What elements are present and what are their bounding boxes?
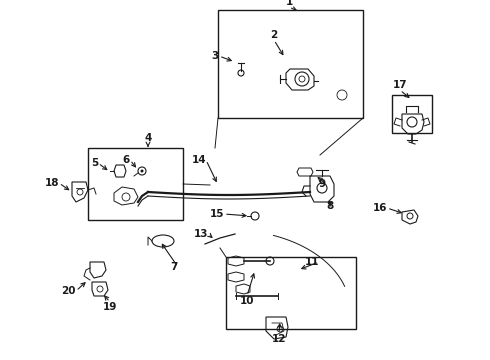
Text: 17: 17: [392, 80, 407, 90]
Circle shape: [141, 170, 144, 172]
Text: 15: 15: [210, 209, 224, 219]
Text: 3: 3: [212, 51, 219, 61]
Text: 13: 13: [194, 229, 208, 239]
Text: 4: 4: [145, 133, 152, 143]
Bar: [392, 95, 432, 133]
Bar: [88, 148, 183, 220]
Text: 10: 10: [240, 296, 254, 306]
Text: 18: 18: [45, 178, 59, 188]
Bar: [226, 257, 356, 329]
Text: 14: 14: [192, 155, 206, 165]
Text: 12: 12: [272, 334, 286, 344]
Text: 20: 20: [62, 286, 76, 296]
Text: 9: 9: [319, 179, 326, 189]
Text: 1: 1: [285, 0, 293, 7]
Text: 11: 11: [304, 257, 319, 267]
Text: 2: 2: [270, 30, 278, 40]
Text: 8: 8: [327, 201, 334, 211]
Text: 6: 6: [123, 155, 130, 165]
Text: 5: 5: [91, 158, 98, 168]
Bar: [218, 10, 363, 118]
Text: 19: 19: [103, 302, 117, 312]
Text: 16: 16: [372, 203, 387, 213]
Text: 7: 7: [171, 262, 178, 272]
